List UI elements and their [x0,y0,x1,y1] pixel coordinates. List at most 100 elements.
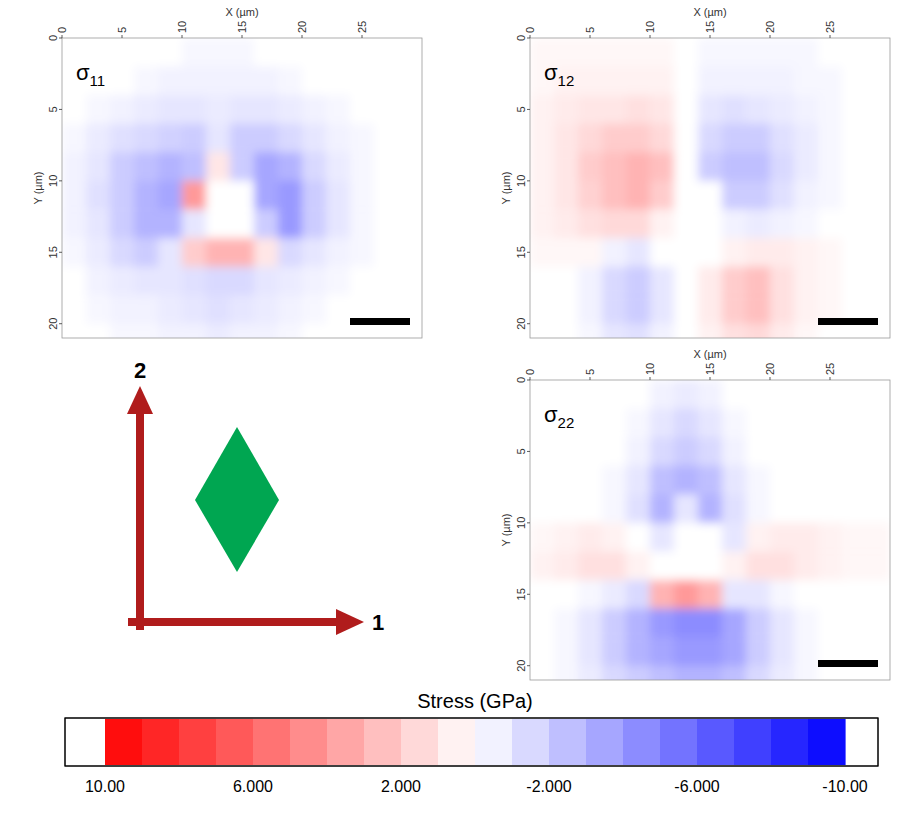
cell [842,380,867,409]
cell [602,494,627,523]
cell [134,267,159,296]
cell [722,267,747,296]
cell [350,267,375,296]
cell [158,152,183,181]
x-tick-label: 0 [524,369,536,375]
x-tick [710,35,711,38]
cell [230,238,255,267]
cell [278,38,303,67]
cell [578,609,603,638]
cell [722,523,747,552]
cell [110,209,135,238]
x-tick-label: 25 [356,21,368,33]
cell [398,238,422,267]
cell [326,267,351,296]
cell [794,637,819,666]
plot-background [530,38,890,338]
cell [818,124,843,153]
y-tick [527,180,530,181]
title-subscript: 12 [558,72,575,89]
y-tick-label: 20 [47,318,59,330]
cell [746,267,771,296]
cell [746,152,771,181]
cell [230,181,255,210]
y-tick [59,252,62,253]
cell [350,152,375,181]
cell [674,551,699,580]
cell [650,609,675,638]
cell [134,295,159,324]
cell [230,295,255,324]
colorbar-tick-label: 6.000 [233,778,273,795]
cell [158,67,183,96]
axis-arrow-2 [136,410,144,630]
cell [746,609,771,638]
cell [650,580,675,609]
cell [326,95,351,124]
cell [398,38,422,67]
cell [794,523,819,552]
cell [158,295,183,324]
cell [626,181,651,210]
cell [818,38,843,67]
cell [374,267,399,296]
cell [110,38,135,67]
cell [254,209,279,238]
cell [326,152,351,181]
cell [602,437,627,466]
cell [206,181,231,210]
cell [578,637,603,666]
colorbar-band [623,719,661,765]
x-axis-title: X (µm) [693,348,726,360]
cell [182,324,207,338]
cell [698,181,723,210]
cell [722,209,747,238]
cell [278,267,303,296]
cell [698,267,723,296]
y-axis-title: Y (µm) [500,171,512,204]
cell [530,466,555,495]
cell [866,523,890,552]
x-tick-label: 10 [176,21,188,33]
cell [578,666,603,680]
cell [674,238,699,267]
cell [110,295,135,324]
cell [770,437,795,466]
cell [626,437,651,466]
cell [158,324,183,338]
cell [722,152,747,181]
colorbar-band [364,719,402,765]
cell [134,238,159,267]
figure: 051015202505101520X (µm)Y (µm)σ110510152… [0,0,905,834]
cell [86,295,111,324]
cell [278,295,303,324]
cell [602,38,627,67]
cell [350,67,375,96]
cell [134,95,159,124]
cell [62,324,87,338]
cell [134,209,159,238]
cell [134,152,159,181]
cell [818,67,843,96]
colorbar-outline [65,718,878,766]
cell [698,38,723,67]
indenter-rhombus [195,427,279,572]
cell [374,238,399,267]
cell [578,209,603,238]
cell [158,38,183,67]
cell [554,380,579,409]
arrow-head-2 [127,386,153,414]
cell [746,238,771,267]
colorbar-band [771,719,809,765]
cell [818,238,843,267]
x-tick-label: 25 [824,363,836,375]
cell [866,551,890,580]
y-tick-label: 10 [515,517,527,529]
y-tick-label: 15 [47,246,59,258]
cell [554,38,579,67]
title-symbol: σ [544,402,558,427]
cell [554,124,579,153]
cell [578,95,603,124]
cell [842,181,867,210]
cell [842,580,867,609]
